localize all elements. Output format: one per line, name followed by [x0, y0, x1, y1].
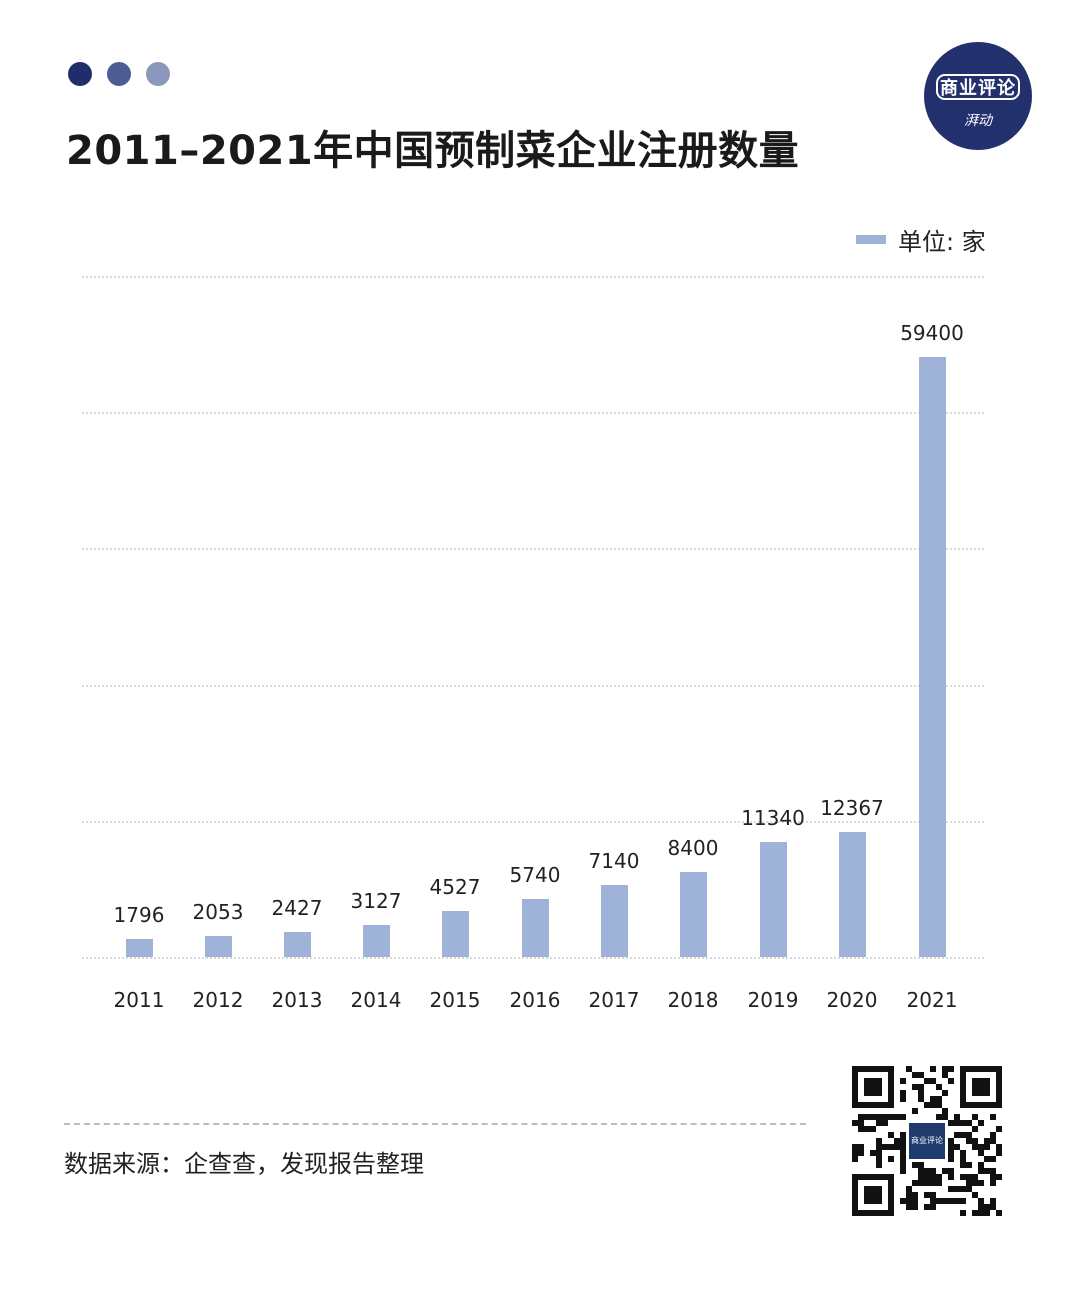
data-source-note: 数据来源：企查查，发现报告整理 — [64, 1150, 424, 1178]
dot-3 — [146, 62, 170, 86]
bar-2011 — [126, 938, 153, 957]
x-axis-label: 2013 — [271, 988, 323, 1012]
bar-2019 — [760, 842, 787, 957]
legend-swatch-icon — [856, 235, 886, 244]
bar-value-label: 2427 — [271, 896, 323, 921]
x-axis-label: 2018 — [667, 988, 719, 1012]
x-axis-label: 2020 — [826, 988, 878, 1012]
logo-sub-text: 湃动 — [964, 113, 992, 129]
bar-value-label: 3127 — [350, 889, 402, 914]
bar-value-label: 11340 — [741, 806, 805, 831]
qr-code-icon: 商业评论 — [852, 1066, 1002, 1216]
x-axis-label: 2012 — [192, 988, 244, 1012]
x-axis-label: 2015 — [429, 988, 481, 1012]
svg-text:商业评论: 商业评论 — [911, 1135, 943, 1145]
bar-value-label: 59400 — [900, 321, 964, 345]
bar-2015 — [442, 911, 469, 957]
footer-divider — [64, 1123, 806, 1125]
bar-2021 — [919, 357, 946, 957]
brand-logo: 商业评论 湃动 — [924, 42, 1032, 150]
decorative-dots — [68, 62, 170, 86]
bar-value-label: 1796 — [113, 902, 165, 927]
qr-code: 商业评论 — [852, 1066, 1002, 1216]
dot-1 — [68, 62, 92, 86]
logo-main-text: 商业评论 — [936, 74, 1020, 100]
dot-2 — [107, 62, 131, 86]
bar-chart-plot: 1796 2011 2053 2012 2427 2013 3127 2014 4527 2015… — [82, 0, 984, 1295]
x-axis-label: 2014 — [350, 988, 402, 1012]
x-axis-label: 2016 — [509, 988, 561, 1012]
bar-2013 — [284, 932, 311, 957]
bar-value-label: 8400 — [667, 836, 719, 861]
bar-value-label: 7140 — [588, 848, 640, 873]
gridline — [82, 548, 984, 551]
bar-value-label: 5740 — [509, 863, 561, 888]
gridline — [82, 412, 984, 415]
chart-title: 2011–2021年中国预制菜企业注册数量 — [66, 128, 800, 174]
gridline — [82, 957, 984, 959]
x-axis-label: 2011 — [113, 988, 165, 1012]
bar-2012 — [205, 936, 232, 957]
bar-2017 — [601, 884, 628, 957]
x-axis-label: 2021 — [906, 988, 958, 1012]
bar-2020 — [839, 832, 866, 957]
legend-label: 单位: 家 — [898, 228, 986, 256]
gridline — [82, 684, 984, 687]
bar-value-label: 4527 — [429, 875, 481, 900]
gridline — [82, 276, 984, 278]
bar-2016 — [522, 899, 549, 957]
legend: 单位: 家 — [856, 222, 986, 257]
x-axis-label: 2017 — [588, 988, 640, 1012]
bar-value-label: 12367 — [820, 796, 884, 821]
bar-2014 — [363, 925, 390, 957]
bar-value-label: 2053 — [192, 900, 244, 925]
bar-2018 — [680, 872, 707, 957]
x-axis-label: 2019 — [747, 988, 799, 1012]
gridline — [82, 820, 984, 823]
